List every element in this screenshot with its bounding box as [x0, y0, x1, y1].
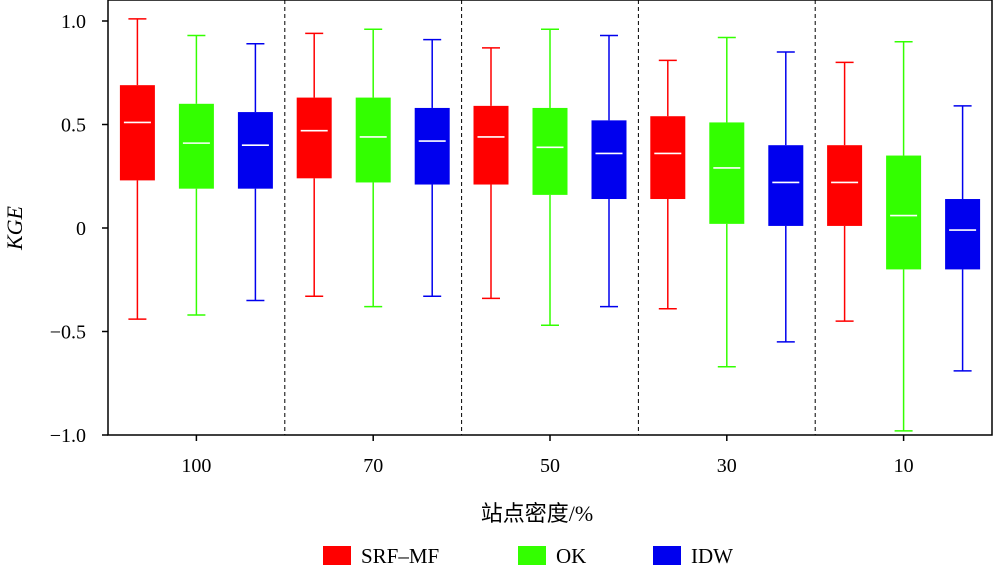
box-iqr — [709, 122, 745, 224]
y-tick-label: −1.0 — [50, 425, 86, 447]
box-OK-10 — [886, 40, 922, 432]
box-SRF–MF-70 — [296, 32, 332, 298]
box-iqr — [650, 116, 686, 200]
box-iqr — [355, 97, 391, 183]
box-iqr — [827, 145, 863, 226]
box-IDW-70 — [414, 38, 450, 298]
box-iqr — [296, 97, 332, 179]
box-IDW-10 — [945, 105, 981, 372]
box-plots — [119, 18, 981, 432]
y-axis: 1.0 0.5 0 −0.5 −1.0 — [50, 11, 108, 447]
box-iqr — [237, 112, 273, 189]
legend-swatch — [653, 546, 681, 565]
legend-label: IDW — [691, 544, 733, 567]
box-iqr — [532, 107, 568, 195]
box-OK-100 — [178, 34, 214, 316]
box-OK-50 — [532, 28, 568, 327]
legend: SRF–MF OK IDW — [323, 544, 733, 567]
y-tick-label: −0.5 — [50, 322, 86, 344]
box-IDW-100 — [237, 43, 273, 302]
box-iqr — [119, 85, 155, 181]
box-SRF–MF-50 — [473, 47, 509, 300]
box-SRF–MF-10 — [827, 61, 863, 322]
y-tick-label: 1.0 — [61, 11, 86, 33]
box-iqr — [414, 107, 450, 185]
box-SRF–MF-100 — [119, 18, 155, 320]
x-tick-label: 50 — [540, 455, 560, 477]
group-separators — [284, 0, 816, 435]
box-iqr — [768, 145, 804, 226]
legend-item-SRF–MF: SRF–MF — [323, 544, 439, 567]
y-tick-label: 0 — [76, 218, 86, 240]
y-axis-title: KGE — [2, 205, 27, 251]
box-OK-30 — [709, 36, 745, 368]
box-iqr — [473, 105, 509, 185]
box-OK-70 — [355, 28, 391, 308]
box-iqr — [945, 199, 981, 270]
legend-swatch — [323, 546, 351, 565]
legend-label: OK — [556, 544, 586, 567]
y-tick-label: 0.5 — [61, 115, 86, 137]
box-IDW-30 — [768, 51, 804, 343]
box-iqr — [591, 120, 627, 200]
box-iqr — [178, 103, 214, 189]
x-tick-label: 10 — [894, 455, 914, 477]
box-SRF–MF-30 — [650, 59, 686, 310]
legend-swatch — [518, 546, 546, 565]
x-tick-label: 30 — [717, 455, 737, 477]
legend-item-OK: OK — [518, 544, 586, 567]
box-IDW-50 — [591, 34, 627, 308]
x-tick-label: 70 — [363, 455, 383, 477]
legend-item-IDW: IDW — [653, 544, 733, 567]
legend-label: SRF–MF — [361, 544, 439, 567]
x-tick-label: 100 — [181, 455, 211, 477]
x-axis-title: 站点密度/% — [481, 501, 593, 526]
x-axis: 100 70 50 30 10 — [181, 435, 914, 477]
box-iqr — [886, 155, 922, 270]
